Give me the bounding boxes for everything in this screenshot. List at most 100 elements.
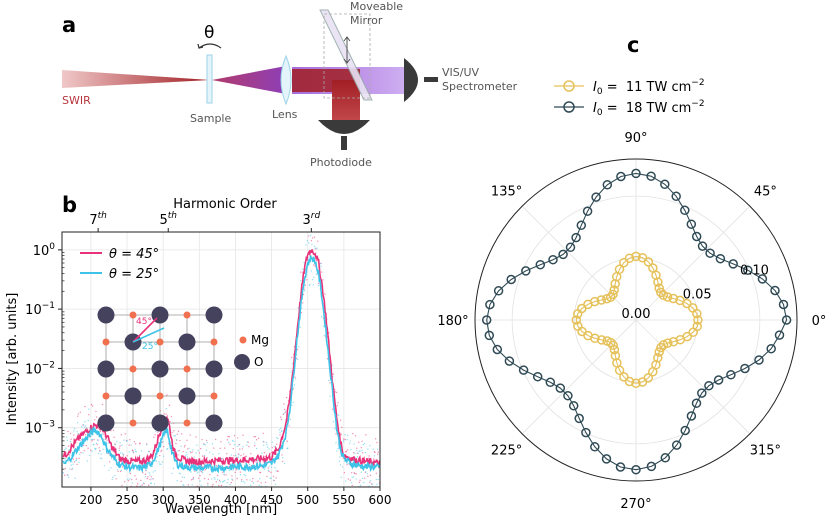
polar-point [778, 299, 789, 310]
noise-point [144, 473, 147, 476]
polar-point [590, 333, 600, 344]
noise-point [283, 462, 286, 465]
noise-point [111, 478, 113, 481]
polar-point [481, 315, 492, 325]
noise-point [71, 467, 74, 470]
noise-point [320, 265, 322, 267]
noise-point [72, 463, 74, 466]
polar-point [576, 220, 587, 231]
noise-point [283, 412, 285, 415]
noise-point [292, 401, 294, 404]
y-axis-label: Intensity [arb. units] [5, 293, 20, 426]
polar-point [653, 353, 663, 363]
noise-point [273, 446, 275, 448]
polar-outer-circle [474, 158, 798, 482]
noise-point [220, 457, 223, 460]
noise-point [87, 420, 89, 422]
noise-point [219, 447, 221, 450]
noise-point [112, 429, 115, 432]
polar-point [705, 248, 715, 258]
noise-point [88, 454, 91, 457]
noise-point [376, 441, 378, 444]
mg-atom [129, 419, 137, 427]
noise-point [375, 478, 378, 481]
noise-point [242, 446, 244, 448]
noise-point [173, 435, 175, 437]
noise-point [207, 478, 210, 480]
polar-point [726, 370, 736, 380]
noise-point [65, 452, 68, 454]
polar-point [757, 274, 768, 284]
noise-point [343, 471, 346, 474]
noise-point [239, 443, 241, 446]
noise-point [319, 262, 322, 265]
noise-point [253, 445, 256, 447]
noise-point [347, 478, 350, 480]
noise-point [259, 478, 261, 480]
noise-point [215, 481, 218, 483]
swir-beam [62, 70, 210, 88]
noise-point [360, 471, 363, 473]
noise-point [140, 479, 142, 482]
noise-point [255, 439, 258, 441]
noise-point [233, 440, 235, 442]
noise-point [146, 444, 148, 446]
noise-point [93, 447, 96, 449]
noise-point [367, 457, 370, 460]
noise-point [178, 472, 180, 474]
noise-point [142, 493, 143, 494]
polar-point [660, 179, 670, 190]
noise-point [270, 477, 272, 479]
noise-point [215, 464, 218, 467]
noise-point [77, 421, 79, 424]
noise-point [252, 477, 254, 480]
noise-point [162, 455, 165, 457]
noise-point [361, 477, 364, 480]
noise-point [221, 464, 223, 467]
polar-point [624, 253, 635, 263]
polar-point [484, 330, 495, 341]
legend-label-45: θ = 45° [109, 247, 159, 262]
noise-point [201, 438, 203, 441]
polar-r-tick-label: 0.10 [740, 264, 769, 279]
noise-point [176, 433, 178, 436]
noise-point [229, 443, 231, 446]
noise-point [281, 454, 283, 456]
noise-point [257, 437, 260, 440]
noise-point [291, 356, 293, 359]
noise-point [337, 448, 339, 450]
noise-point [74, 477, 76, 480]
noise-point [329, 395, 331, 397]
noise-point [309, 234, 312, 236]
noise-point [203, 477, 206, 480]
polar-point [504, 356, 515, 366]
noise-point [233, 443, 236, 446]
noise-point [358, 481, 361, 483]
noise-point [84, 425, 87, 427]
noise-point [352, 476, 355, 478]
noise-point [376, 483, 378, 486]
noise-point [97, 427, 100, 429]
noise-point [84, 405, 86, 408]
noise-point [170, 415, 173, 418]
polar-point [697, 241, 708, 251]
noise-point [188, 447, 190, 450]
polar-point [492, 344, 503, 355]
noise-point [140, 450, 143, 452]
noise-point [142, 471, 144, 474]
noise-point [230, 454, 232, 456]
x-tick-label: 200 [79, 493, 102, 507]
noise-point [340, 433, 342, 435]
noise-point [340, 476, 342, 478]
noise-point [313, 245, 316, 247]
polar-point [521, 266, 531, 276]
noise-point [83, 426, 85, 428]
noise-point [226, 439, 229, 441]
noise-point [276, 443, 278, 446]
noise-point [135, 478, 137, 480]
noise-point [90, 403, 93, 406]
noise-point [186, 448, 189, 450]
polar-angle-gridline [635, 319, 751, 435]
noise-point [151, 465, 154, 468]
noise-point [358, 441, 360, 444]
